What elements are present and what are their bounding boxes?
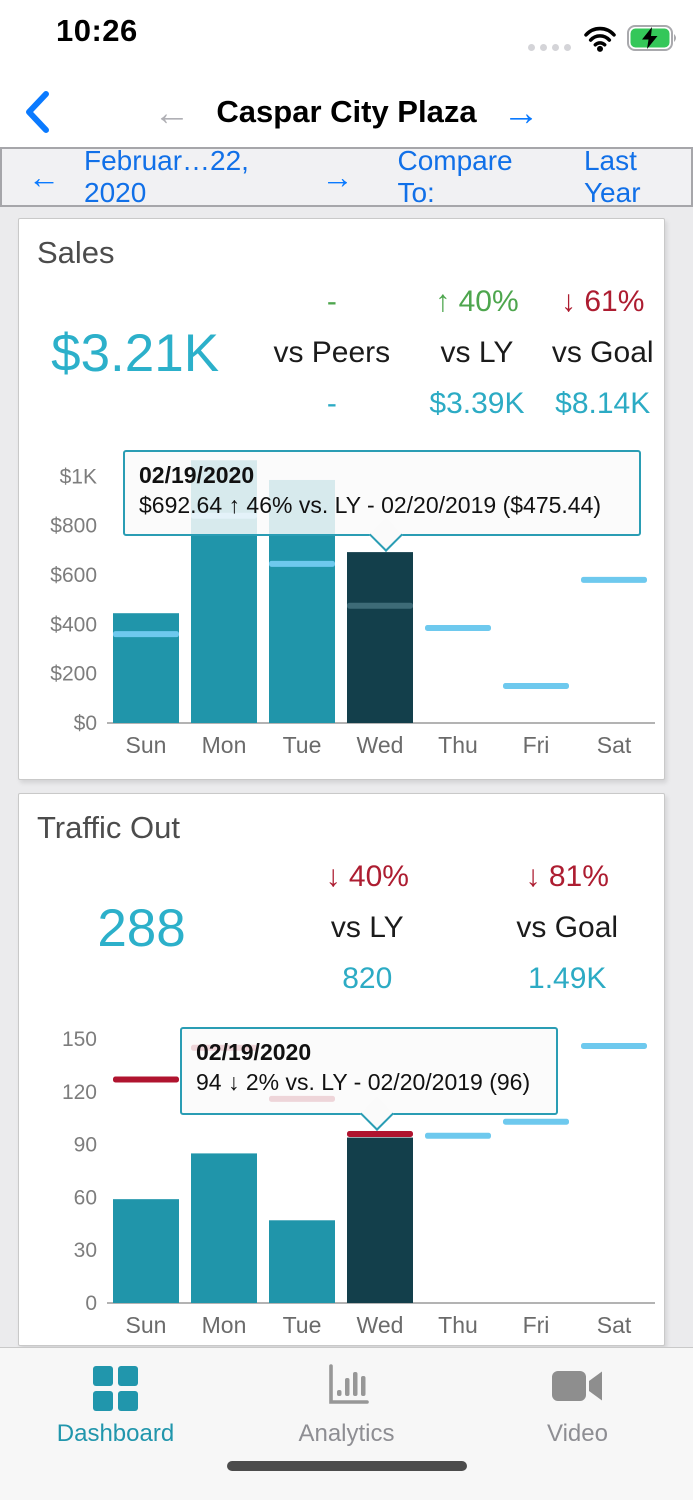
nav-label-video: Video [547,1420,608,1447]
video-camera-icon [550,1366,606,1411]
next-period-arrow[interactable]: → [321,159,354,195]
prev-period-arrow[interactable]: ← [28,159,60,195]
sales-goal-delta: ↓ 61% [561,285,645,318]
dashboard-scroll-area: Sales $3.21K - ↑ 40% ↓ 61% vs Peers vs L… [0,207,693,1347]
traffic-ly-label: vs LY [330,911,404,944]
svg-text:Fri: Fri [523,1312,550,1338]
sales-goal-value: $8.14K [555,387,651,420]
svg-text:$200: $200 [50,663,97,686]
svg-text:150: 150 [62,1028,97,1051]
svg-text:Sat: Sat [597,1312,632,1338]
home-indicator[interactable] [227,1461,467,1471]
sales-kpi-grid: $3.21K - ↑ 40% ↓ 61% vs Peers vs LY vs G… [19,277,664,429]
svg-text:Tue: Tue [283,732,322,758]
date-range-picker[interactable]: Februar…22, 2020 [84,145,249,208]
date-bar: ← Februar…22, 2020 → Compare To: Last Ye… [0,145,693,208]
svg-text:90: 90 [74,1134,97,1157]
nav-item-video[interactable]: Video [462,1360,693,1448]
svg-text:Sun: Sun [126,1312,167,1338]
bar-chart-icon [322,1362,372,1415]
traffic-goal-value: 1.49K [528,962,607,995]
svg-text:60: 60 [74,1186,97,1209]
svg-text:120: 120 [62,1081,97,1104]
sales-total-value: $3.21K [51,323,220,383]
bottom-nav: Dashboard Analytics [0,1347,693,1500]
svg-text:Mon: Mon [202,732,247,758]
svg-text:Sat: Sat [597,732,632,758]
nav-item-analytics[interactable]: Analytics [231,1360,462,1448]
dashboard-grid-icon [93,1365,138,1411]
traffic-goal-label: vs Goal [516,911,619,944]
sales-peers-label: vs Peers [273,336,391,369]
svg-text:0: 0 [85,1292,97,1315]
clock: 10:26 [56,13,138,48]
header: ← Caspar City Plaza → [0,86,693,138]
svg-text:Fri: Fri [523,732,550,758]
traffic-chart-tooltip: 02/19/2020 94 ↓ 2% vs. LY - 02/20/2019 (… [180,1027,558,1131]
svg-text:$800: $800 [50,515,97,538]
battery-charging-icon [627,25,679,56]
nav-item-dashboard[interactable]: Dashboard [0,1360,231,1448]
svg-text:Thu: Thu [438,1312,478,1338]
traffic-out-card: Traffic Out 288 ↓ 40% ↓ 81% vs LY vs Goa… [18,793,665,1346]
traffic-card-title: Traffic Out [37,810,180,845]
next-site-arrow[interactable]: → [502,91,540,133]
sales-peers-value: - [326,387,337,420]
sales-card: Sales $3.21K - ↑ 40% ↓ 61% vs Peers vs L… [18,218,665,780]
traffic-kpi-grid: 288 ↓ 40% ↓ 81% vs LY vs Goal 820 1.49K [19,852,664,1004]
traffic-ly-value: 820 [342,962,393,995]
svg-text:Tue: Tue [283,1312,322,1338]
wifi-icon [582,24,618,57]
compare-to-label: Compare To: [397,145,513,208]
sales-goal-label: vs Goal [551,336,654,369]
compare-to-picker[interactable]: Last Year [583,145,641,208]
status-bar: 10:26 [0,0,693,64]
sales-ly-delta: ↑ 40% [435,285,519,318]
tooltip-detail: $692.64 ↑ 46% vs. LY - 02/20/2019 ($475.… [139,492,602,518]
svg-text:Wed: Wed [357,732,404,758]
sales-ly-label: vs LY [440,336,514,369]
sales-chart-tooltip: 02/19/2020 $692.64 ↑ 46% vs. LY - 02/20/… [123,450,641,552]
nav-label-analytics: Analytics [298,1420,395,1447]
svg-text:Mon: Mon [202,1312,247,1338]
cellular-signal-icon [528,44,571,51]
svg-text:30: 30 [74,1239,97,1262]
sales-ly-value: $3.39K [429,387,525,420]
svg-text:$0: $0 [74,712,97,735]
svg-text:Wed: Wed [357,1312,404,1338]
svg-text:$600: $600 [50,564,97,587]
svg-text:$400: $400 [50,613,97,636]
page-title: Caspar City Plaza [216,94,477,129]
sales-card-title: Sales [37,235,115,270]
traffic-total-value: 288 [97,898,186,958]
prev-site-arrow[interactable]: ← [153,91,191,133]
nav-label-dashboard: Dashboard [56,1420,175,1447]
tooltip-date: 02/19/2020 [139,462,255,488]
svg-text:$1K: $1K [60,465,97,488]
sales-peers-delta: - [326,285,337,318]
tooltip-detail: 94 ↓ 2% vs. LY - 02/20/2019 (96) [196,1069,531,1095]
svg-text:Thu: Thu [438,732,478,758]
back-chevron-icon[interactable] [22,90,52,139]
traffic-ly-delta: ↓ 40% [325,860,409,893]
tooltip-date: 02/19/2020 [196,1039,312,1065]
traffic-goal-delta: ↓ 81% [525,860,609,893]
svg-text:Sun: Sun [126,732,167,758]
